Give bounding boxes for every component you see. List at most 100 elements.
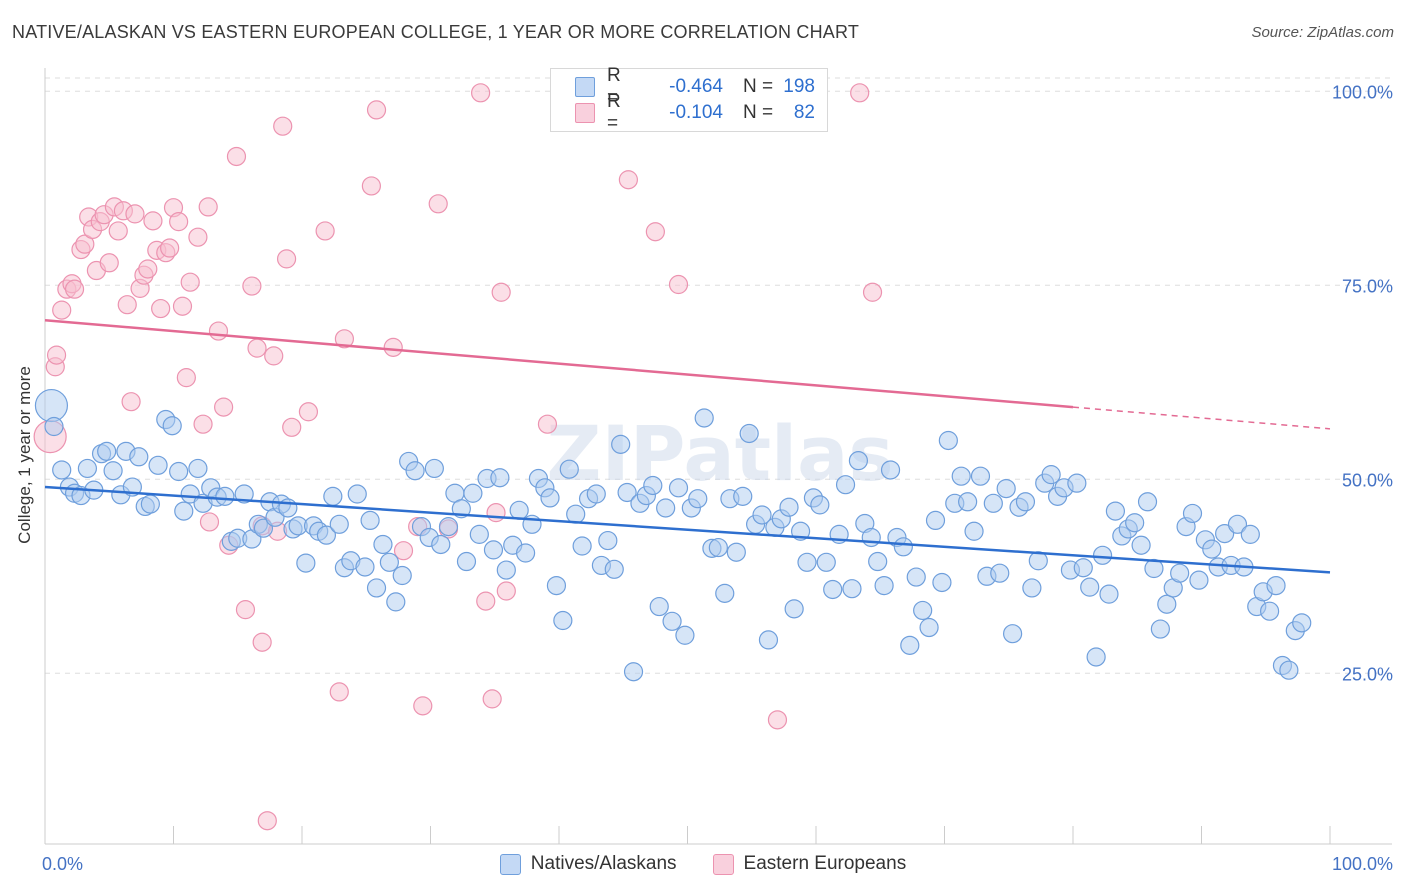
data-point-natives: [1092, 545, 1113, 565]
data-point-natives: [1105, 501, 1126, 521]
data-point-natives: [386, 592, 406, 612]
data-point-natives: [586, 484, 606, 504]
data-point-natives: [469, 524, 489, 544]
data-point-natives: [1182, 503, 1203, 524]
legend-label: Eastern Europeans: [743, 853, 907, 874]
data-point-natives: [392, 565, 412, 586]
data-point-natives: [566, 504, 586, 524]
data-point-natives: [559, 459, 579, 479]
data-point-natives: [1202, 539, 1222, 559]
trend-lines: [44, 318, 1331, 574]
data-point-natives: [1015, 492, 1036, 512]
data-point-natives: [1279, 660, 1299, 680]
data-point-natives: [1150, 619, 1170, 639]
data-point-eastern: [276, 249, 297, 269]
legend-item-natives[interactable]: Natives/Alaskans: [499, 853, 677, 875]
data-point-natives: [140, 494, 160, 514]
data-point-natives: [373, 534, 393, 555]
data-point-eastern: [329, 682, 349, 702]
data-point-natives: [668, 478, 689, 498]
data-point-natives: [649, 596, 669, 617]
data-point-natives: [643, 475, 663, 496]
data-point-natives: [823, 579, 843, 600]
data-point-eastern: [383, 337, 403, 357]
x-tick-labels: 0.0% 100.0%: [42, 854, 1393, 874]
data-point-eastern: [160, 238, 180, 258]
n-label: N =: [743, 102, 774, 123]
data-point-natives: [779, 497, 799, 517]
data-point-natives: [1266, 575, 1286, 596]
data-point-natives: [1022, 578, 1042, 598]
data-point-natives: [951, 466, 971, 486]
data-point-eastern: [486, 503, 506, 523]
data-point-natives: [913, 600, 933, 621]
data-point-eastern: [850, 83, 870, 103]
data-point-eastern: [482, 689, 502, 709]
data-point-natives: [958, 492, 978, 512]
data-point-eastern: [125, 204, 145, 224]
data-point-natives: [893, 537, 913, 557]
data-point-eastern: [75, 234, 95, 254]
data-point-eastern: [476, 591, 496, 611]
r-value: -0.104: [669, 102, 723, 123]
data-point-eastern: [334, 329, 355, 349]
legend-swatch-pink: [712, 853, 734, 875]
data-point-natives: [1041, 465, 1061, 485]
data-point-natives: [572, 536, 592, 556]
data-point-natives: [438, 517, 459, 537]
data-point-natives: [739, 423, 759, 444]
data-point-natives: [1028, 551, 1048, 571]
data-point-eastern: [198, 197, 218, 217]
data-point-natives: [483, 540, 504, 560]
data-point-eastern: [214, 397, 234, 417]
data-point-natives: [546, 575, 567, 596]
legend-swatch-blue: [499, 853, 521, 875]
legend-item-eastern[interactable]: Eastern Europeans: [712, 853, 907, 875]
data-point-natives: [835, 475, 856, 495]
data-point-eastern: [282, 417, 302, 437]
data-point-natives: [816, 552, 836, 572]
data-point-eastern: [151, 298, 171, 319]
data-point-natives: [360, 510, 380, 531]
data-point-eastern: [491, 282, 511, 302]
y-tick-labels: 25.0% 50.0% 75.0% 100.0%: [1332, 82, 1393, 684]
axes: [44, 68, 1392, 845]
data-point-eastern: [668, 274, 689, 295]
data-point-natives: [1131, 535, 1151, 555]
data-point-natives: [900, 635, 920, 655]
data-point-eastern: [618, 170, 638, 190]
data-point-eastern: [208, 321, 229, 341]
data-point-natives: [598, 530, 618, 551]
data-point-natives: [675, 625, 695, 645]
data-point-natives: [604, 559, 624, 579]
data-point-eastern: [393, 541, 414, 561]
data-point-natives: [990, 563, 1010, 583]
data-point-natives: [188, 458, 208, 479]
data-point-natives: [752, 505, 772, 525]
trend-line-natives: [44, 485, 1331, 574]
data-point-eastern: [46, 345, 67, 365]
data-point-natives: [1170, 563, 1190, 583]
data-point-natives: [868, 551, 888, 572]
trend-line-eastern: [44, 318, 1074, 409]
data-point-natives: [366, 578, 387, 598]
data-point-eastern: [52, 300, 72, 320]
data-point-natives: [44, 416, 64, 437]
data-point-natives: [656, 498, 676, 518]
data-point-eastern: [193, 414, 213, 434]
data-point-natives: [1073, 558, 1093, 578]
data-point-eastern: [496, 581, 516, 601]
y-tick-label: 75.0%: [1342, 276, 1393, 296]
data-point-natives: [316, 525, 337, 545]
data-point-eastern: [99, 253, 119, 273]
r-value: -0.464: [669, 76, 723, 97]
data-point-eastern: [180, 272, 200, 292]
data-point-natives: [784, 599, 804, 619]
data-point-natives: [34, 388, 69, 423]
data-point-natives: [490, 468, 510, 488]
data-point-natives: [1157, 594, 1177, 614]
data-point-natives: [797, 552, 817, 572]
x-tick-label: 0.0%: [42, 854, 83, 874]
data-point-natives: [509, 500, 529, 520]
data-point-natives: [329, 514, 349, 534]
